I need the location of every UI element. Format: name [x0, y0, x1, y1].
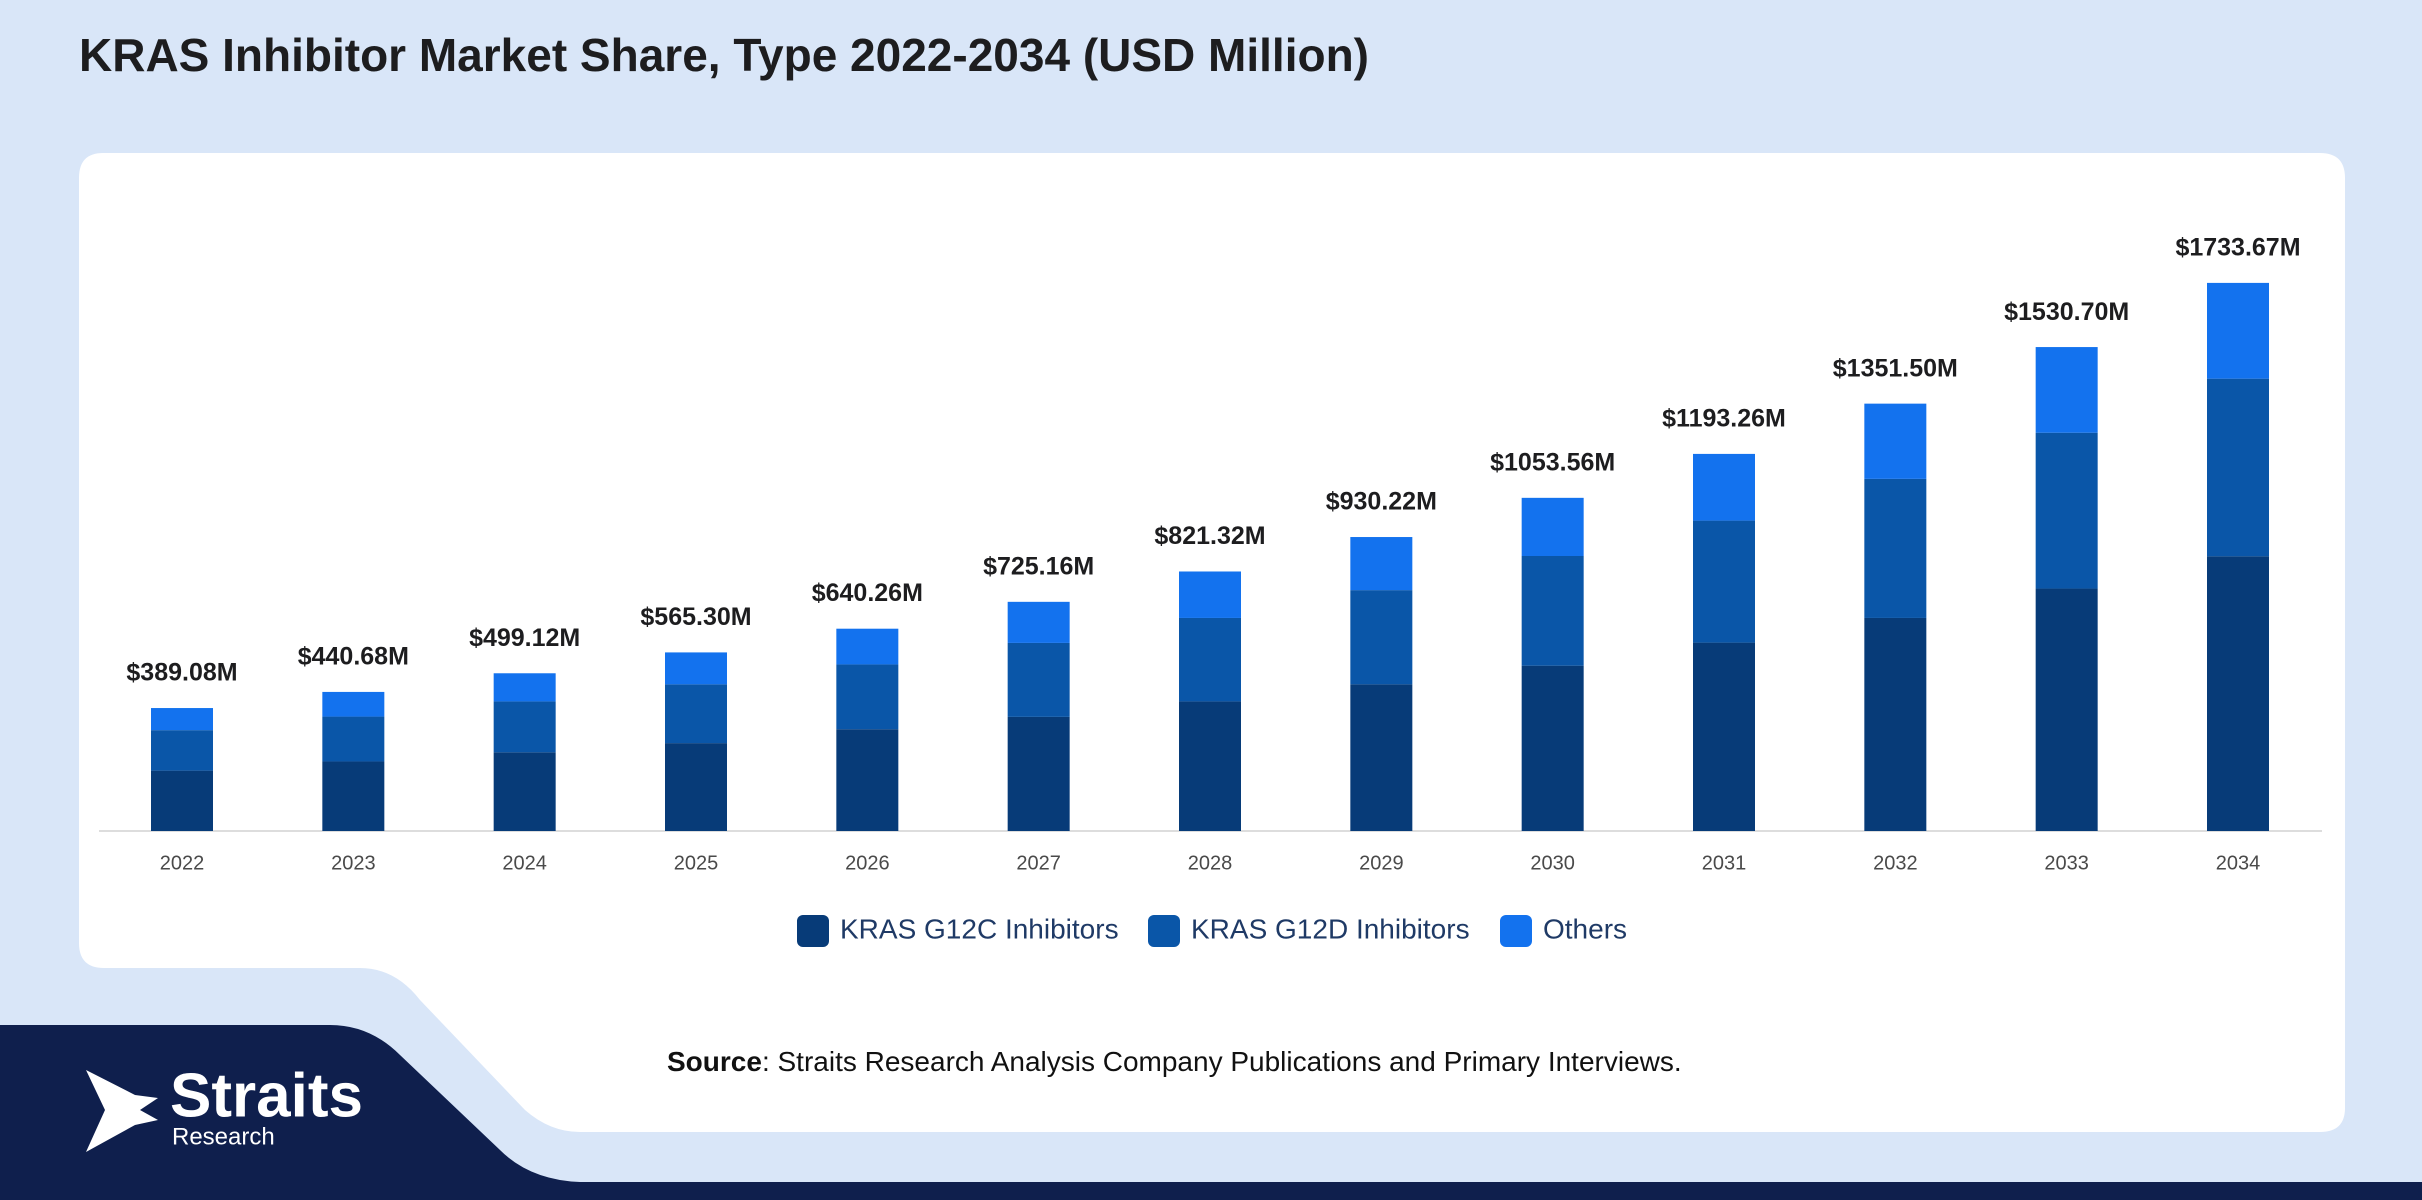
bar-segment — [1521, 665, 1584, 831]
bar-segment — [2035, 347, 2098, 433]
x-tick-label: 2030 — [1530, 852, 1575, 874]
bar-segment — [1864, 617, 1927, 831]
total-label: $565.30M — [640, 603, 751, 631]
bar-segment — [1864, 478, 1927, 618]
logo-name: Straits — [170, 1061, 363, 1130]
bar-segment — [1007, 601, 1070, 643]
legend-label: KRAS G12D Inhibitors — [1191, 913, 1470, 944]
bar-segment — [1007, 716, 1070, 831]
total-label: $499.12M — [469, 624, 580, 652]
source: Source: Straits Research Analysis Compan… — [667, 1046, 1682, 1077]
source-label: Source — [667, 1046, 762, 1077]
x-tick-label: 2031 — [1702, 852, 1747, 874]
total-label: $389.08M — [126, 659, 237, 687]
bar-segment — [1179, 617, 1241, 702]
bar-segment — [2207, 282, 2269, 379]
bar-segment — [493, 673, 556, 702]
x-tick-label: 2028 — [1188, 852, 1233, 874]
bar-segment — [836, 628, 899, 665]
logo-sub: Research — [172, 1123, 275, 1150]
total-label: $640.26M — [812, 579, 923, 607]
bar-segment — [1179, 701, 1241, 831]
total-label: $1733.67M — [2175, 234, 2300, 262]
bar-segment — [1693, 642, 1755, 831]
x-tick-label: 2033 — [2044, 852, 2089, 874]
bar-segment — [2207, 378, 2269, 557]
bar-segment — [2207, 556, 2269, 831]
bar-segment — [1521, 497, 1584, 556]
total-label: $1530.70M — [2004, 298, 2129, 326]
bar-segment — [493, 701, 556, 753]
total-label: $725.16M — [983, 552, 1094, 580]
total-label: $1053.56M — [1490, 449, 1615, 477]
bar-segment — [1350, 684, 1413, 831]
total-label: $440.68M — [298, 642, 409, 670]
x-tick-label: 2025 — [674, 852, 719, 874]
total-label: $930.22M — [1326, 488, 1437, 516]
bar-segment — [151, 770, 213, 831]
x-tick-label: 2024 — [502, 852, 547, 874]
bar-segment — [151, 708, 213, 731]
bar-segment — [151, 730, 213, 771]
chart-title: KRAS Inhibitor Market Share, Type 2022-2… — [79, 29, 1369, 81]
total-label: $821.32M — [1154, 522, 1265, 550]
legend-label: KRAS G12C Inhibitors — [840, 913, 1119, 944]
bar-segment — [2035, 432, 2098, 589]
bar-segment — [1693, 520, 1755, 643]
x-tick-label: 2027 — [1016, 852, 1061, 874]
bar-segment — [1864, 403, 1927, 479]
bar-segment — [493, 752, 556, 831]
footer-band — [0, 1025, 2422, 1200]
legend-swatch — [1148, 915, 1180, 947]
total-label: $1193.26M — [1662, 404, 1786, 432]
legend-swatch — [797, 915, 829, 947]
bar-segment — [2035, 588, 2098, 831]
x-tick-label: 2034 — [2216, 852, 2261, 874]
legend-swatch — [1500, 915, 1532, 947]
total-label: $1351.50M — [1833, 354, 1958, 382]
bar-segment — [836, 729, 899, 831]
plot: $389.08M 2022 $440.68M 2023 $499.12M 2024 $565… — [126, 234, 2301, 947]
bar-segment — [1179, 571, 1241, 618]
x-tick-label: 2023 — [331, 852, 376, 874]
legend-label: Others — [1543, 913, 1627, 944]
source-text: : Straits Research Analysis Company Publ… — [762, 1046, 1682, 1077]
bar-segment — [1350, 590, 1413, 685]
x-tick-label: 2029 — [1359, 852, 1404, 874]
bar-segment — [665, 652, 727, 685]
bar-segment — [665, 743, 727, 831]
bar-segment — [1693, 453, 1755, 521]
x-tick-label: 2032 — [1873, 852, 1918, 874]
bar-segment — [322, 691, 385, 717]
x-tick-label: 2022 — [160, 852, 205, 874]
bar-segment — [1350, 537, 1413, 591]
bar-segment — [322, 716, 385, 762]
logo-icon — [86, 1070, 158, 1152]
bar-segment — [1007, 642, 1070, 717]
bar-segment — [1521, 555, 1584, 666]
bar-segment — [665, 684, 727, 744]
bar-segment — [322, 761, 385, 831]
x-tick-label: 2026 — [845, 852, 890, 874]
bar-segment — [836, 664, 899, 730]
